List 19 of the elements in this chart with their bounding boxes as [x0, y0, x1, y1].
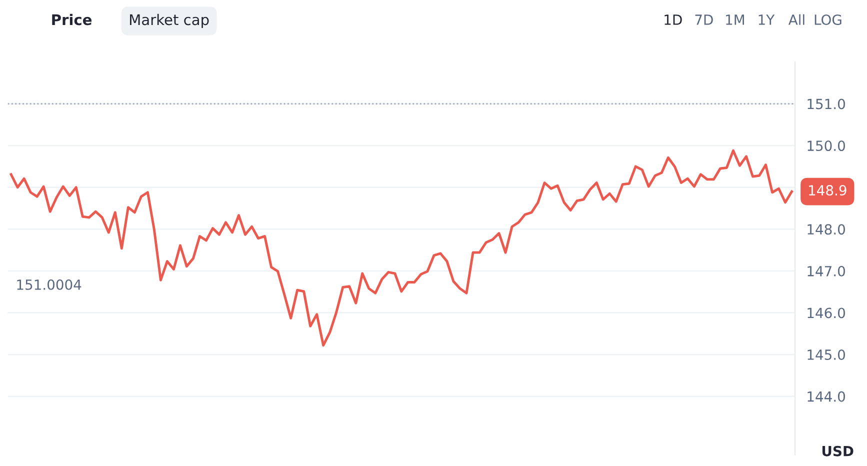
- text: 7D: [695, 14, 713, 25]
- line-series: [10, 149, 794, 347]
- y-tick-label: 150.0: [808, 140, 845, 152]
- y-tick-label: 148.0: [808, 224, 845, 235]
- text: Market cap: [130, 14, 209, 28]
- text: All: [788, 14, 804, 25]
- text: 1Y: [758, 14, 775, 25]
- data-label: 148.9: [809, 185, 846, 196]
- y-tick-label: 146.0: [808, 308, 845, 318]
- text: 1D: [664, 14, 682, 25]
- text: LOG: [814, 14, 842, 25]
- y-tick-label: 145.0: [808, 349, 845, 360]
- text: 1M: [726, 14, 744, 25]
- y-axis-title: USD: [822, 446, 854, 456]
- text: Price: [52, 14, 92, 26]
- y-tick-label: 144.0: [808, 391, 845, 402]
- y-tick-label: 147.0: [808, 266, 845, 276]
- y-tick-label: 151.0: [808, 98, 845, 110]
- annotation: 151.0004: [17, 279, 82, 290]
